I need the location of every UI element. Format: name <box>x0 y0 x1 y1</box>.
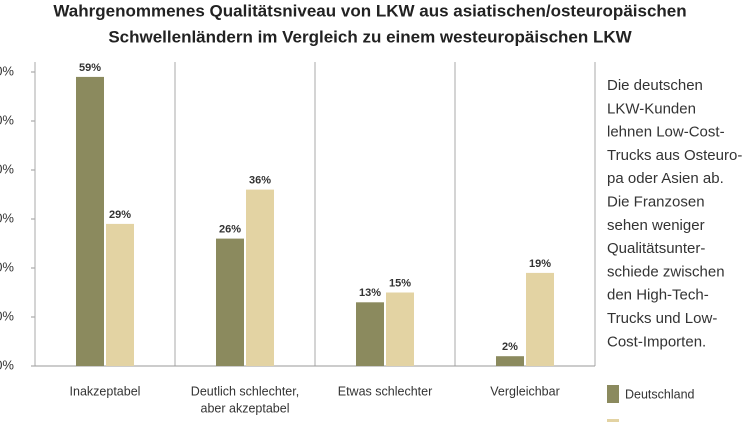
x-tick-label: Vergleichbar <box>490 384 560 398</box>
x-tick-label: Deutlich schlechter, <box>191 384 299 398</box>
side-note: Cost-Importen. <box>607 333 706 350</box>
chart-title: Schwellenländern im Vergleich zu einem w… <box>108 27 632 46</box>
side-note: sehen weniger <box>607 217 705 234</box>
bar <box>106 223 134 366</box>
legend-swatch <box>607 385 619 403</box>
value-label: 19% <box>529 258 551 270</box>
bar <box>246 189 274 366</box>
x-tick-label: aber akzeptabel <box>201 401 290 415</box>
x-tick-label: Etwas schlechter <box>338 384 432 398</box>
side-note: Qualitätsunter- <box>607 240 705 257</box>
value-label: 2% <box>502 341 518 353</box>
x-tick-label: Inakzeptabel <box>70 384 141 398</box>
side-note: Die deutschen <box>607 77 703 94</box>
bar <box>526 272 554 366</box>
y-tick-label: 0% <box>0 357 14 372</box>
side-note: Die Franzosen <box>607 193 705 210</box>
side-note: pa oder Asien ab. <box>607 170 724 187</box>
value-label: 59% <box>79 62 101 74</box>
side-note: LKW-Kunden <box>607 100 696 117</box>
side-note: lehnen Low-Cost- <box>607 124 725 141</box>
side-note: den High-Tech- <box>607 287 709 304</box>
value-label: 13% <box>359 287 381 299</box>
legend-swatch <box>607 419 619 422</box>
y-tick-label: 60% <box>0 63 14 78</box>
value-label: 29% <box>109 209 131 221</box>
side-note: schiede zwischen <box>607 263 725 280</box>
bar <box>216 238 244 366</box>
side-note: Trucks und Low- <box>607 310 717 327</box>
y-tick-label: 20% <box>0 259 14 274</box>
y-tick-label: 50% <box>0 112 14 127</box>
side-note: Trucks aus Osteuro- <box>607 147 742 164</box>
bar <box>76 76 104 367</box>
value-label: 26% <box>219 224 241 236</box>
y-tick-label: 40% <box>0 161 14 176</box>
bar <box>356 302 384 366</box>
chart-title: Wahrgenommenes Qualitätsniveau von LKW a… <box>53 1 686 20</box>
value-label: 15% <box>389 277 411 289</box>
value-label: 36% <box>249 175 271 187</box>
bar <box>386 292 414 366</box>
y-tick-label: 30% <box>0 210 14 225</box>
legend-label: Deutschland <box>625 387 695 401</box>
bar <box>496 356 524 366</box>
y-tick-label: 10% <box>0 308 14 323</box>
